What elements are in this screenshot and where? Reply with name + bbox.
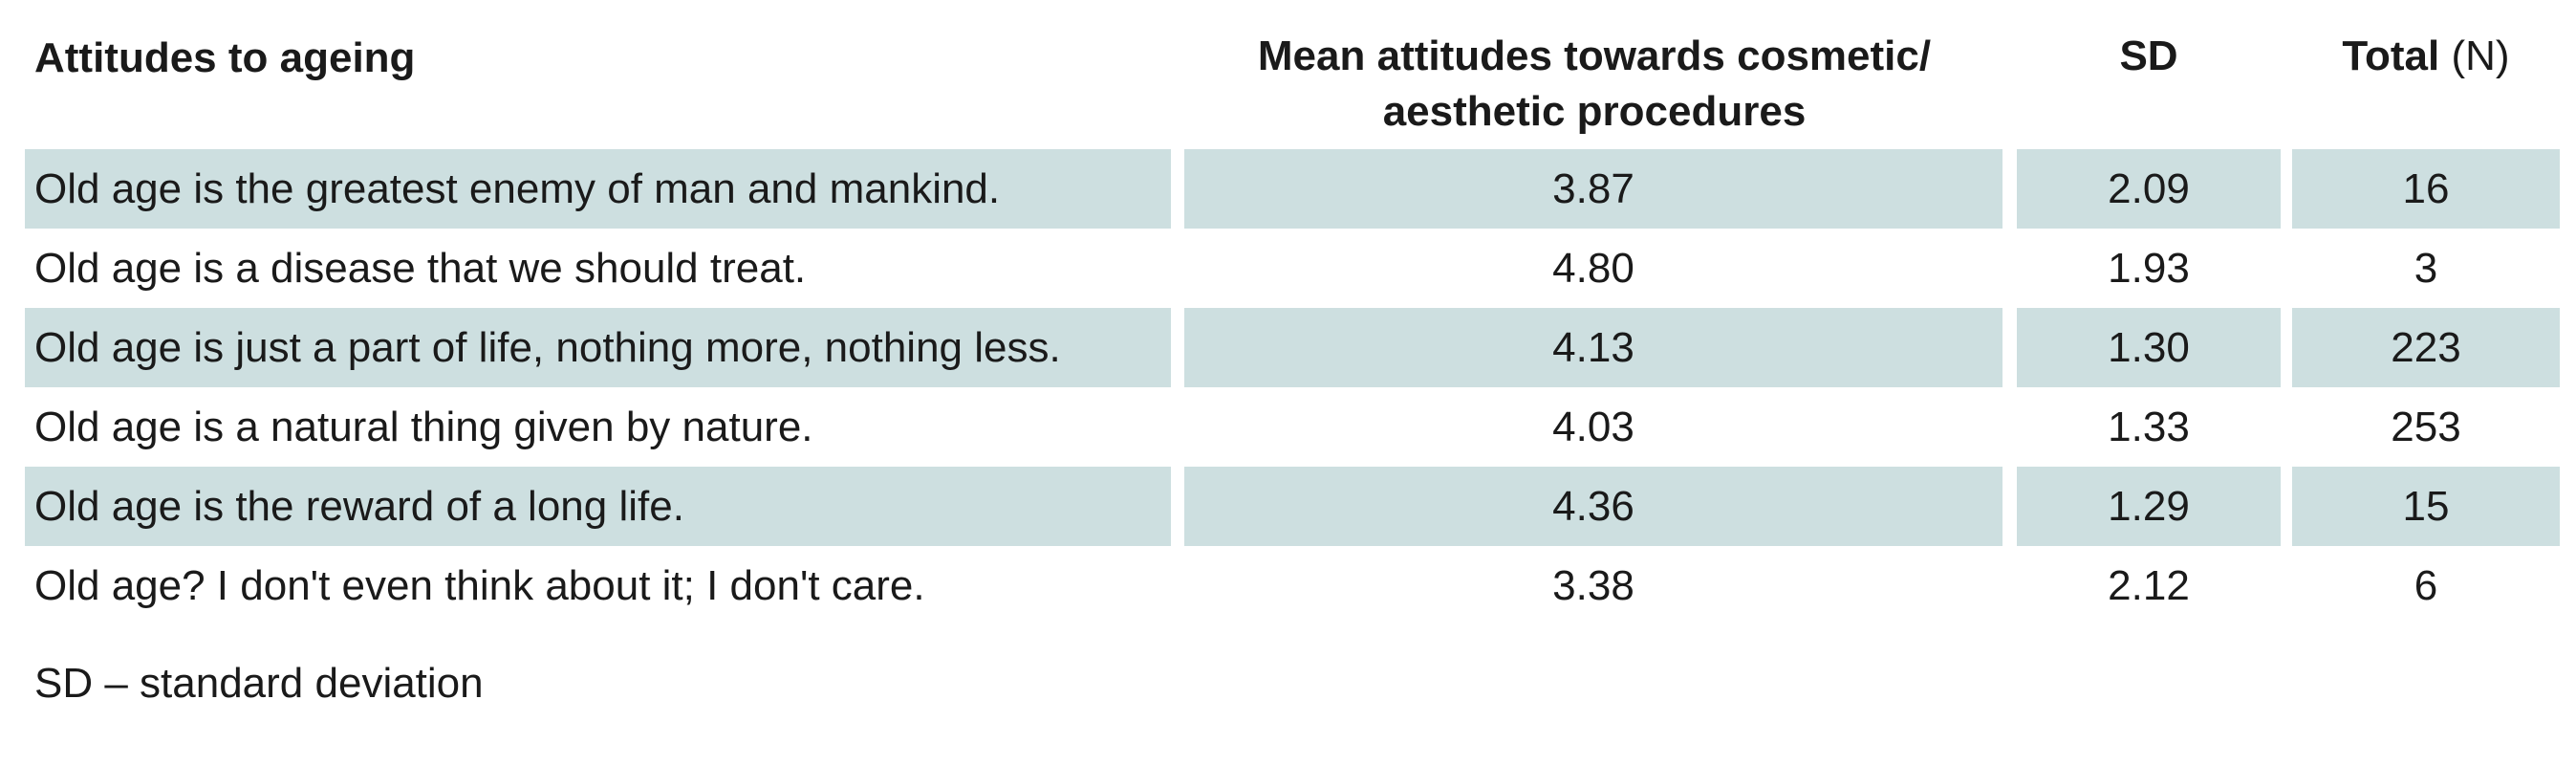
table-row: Old age is the greatest enemy of man and… — [0, 149, 2576, 229]
header-mean-line2: aesthetic procedures — [1382, 88, 1807, 135]
cell-sd: 2.12 — [2108, 562, 2190, 609]
cell-mean: 4.36 — [1184, 467, 2002, 546]
header-sd: SD — [2119, 33, 2178, 79]
table-body: Old age is the greatest enemy of man and… — [0, 149, 2576, 625]
table-header: Attitudes to ageing Mean attitudes towar… — [0, 0, 2576, 143]
header-total: Total (N) — [2292, 29, 2560, 84]
cell-total: 223 — [2292, 308, 2560, 387]
table-footnote: SD – standard deviation — [34, 660, 484, 707]
cell-attitude: Old age is a disease that we should trea… — [34, 245, 807, 292]
header-total-unit: (N) — [2451, 33, 2510, 79]
cell-total: 15 — [2292, 467, 2560, 546]
cell-total: 6 — [2414, 562, 2438, 609]
cell-sd: 1.33 — [2108, 404, 2190, 450]
cell-total: 3 — [2414, 245, 2438, 292]
cell-total: 253 — [2391, 404, 2461, 450]
cell-mean: 3.38 — [1552, 562, 1634, 609]
cell-sd: 1.93 — [2108, 245, 2190, 292]
cell-attitude: Old age is just a part of life, nothing … — [25, 308, 1171, 387]
cell-sd: 1.30 — [2017, 308, 2281, 387]
table-row: Old age is a natural thing given by natu… — [0, 387, 2576, 467]
header-attitudes: Attitudes to ageing — [34, 34, 416, 81]
table-row: Old age is the reward of a long life. 4.3… — [0, 467, 2576, 546]
cell-sd: 1.29 — [2017, 467, 2281, 546]
cell-attitude: Old age is the greatest enemy of man and… — [25, 149, 1171, 229]
table-row: Old age? I don't even think about it; I … — [0, 546, 2576, 625]
header-total-label: Total — [2342, 33, 2440, 79]
cell-total: 16 — [2292, 149, 2560, 229]
table-row: Old age is a disease that we should trea… — [0, 229, 2576, 308]
header-mean-attitudes: Mean attitudes towards cosmetic/ aesthet… — [1183, 29, 2005, 140]
cell-mean: 4.03 — [1552, 404, 1634, 450]
cell-mean: 3.87 — [1184, 149, 2002, 229]
cell-attitude: Old age? I don't even think about it; I … — [34, 562, 925, 609]
header-mean-line1: Mean attitudes towards cosmetic/ — [1257, 33, 1932, 79]
cell-mean: 4.80 — [1552, 245, 1634, 292]
cell-sd: 2.09 — [2017, 149, 2281, 229]
cell-mean: 4.13 — [1184, 308, 2002, 387]
cell-attitude: Old age is a natural thing given by natu… — [34, 404, 813, 450]
cell-attitude: Old age is the reward of a long life. — [25, 467, 1171, 546]
table-row: Old age is just a part of life, nothing … — [0, 308, 2576, 387]
